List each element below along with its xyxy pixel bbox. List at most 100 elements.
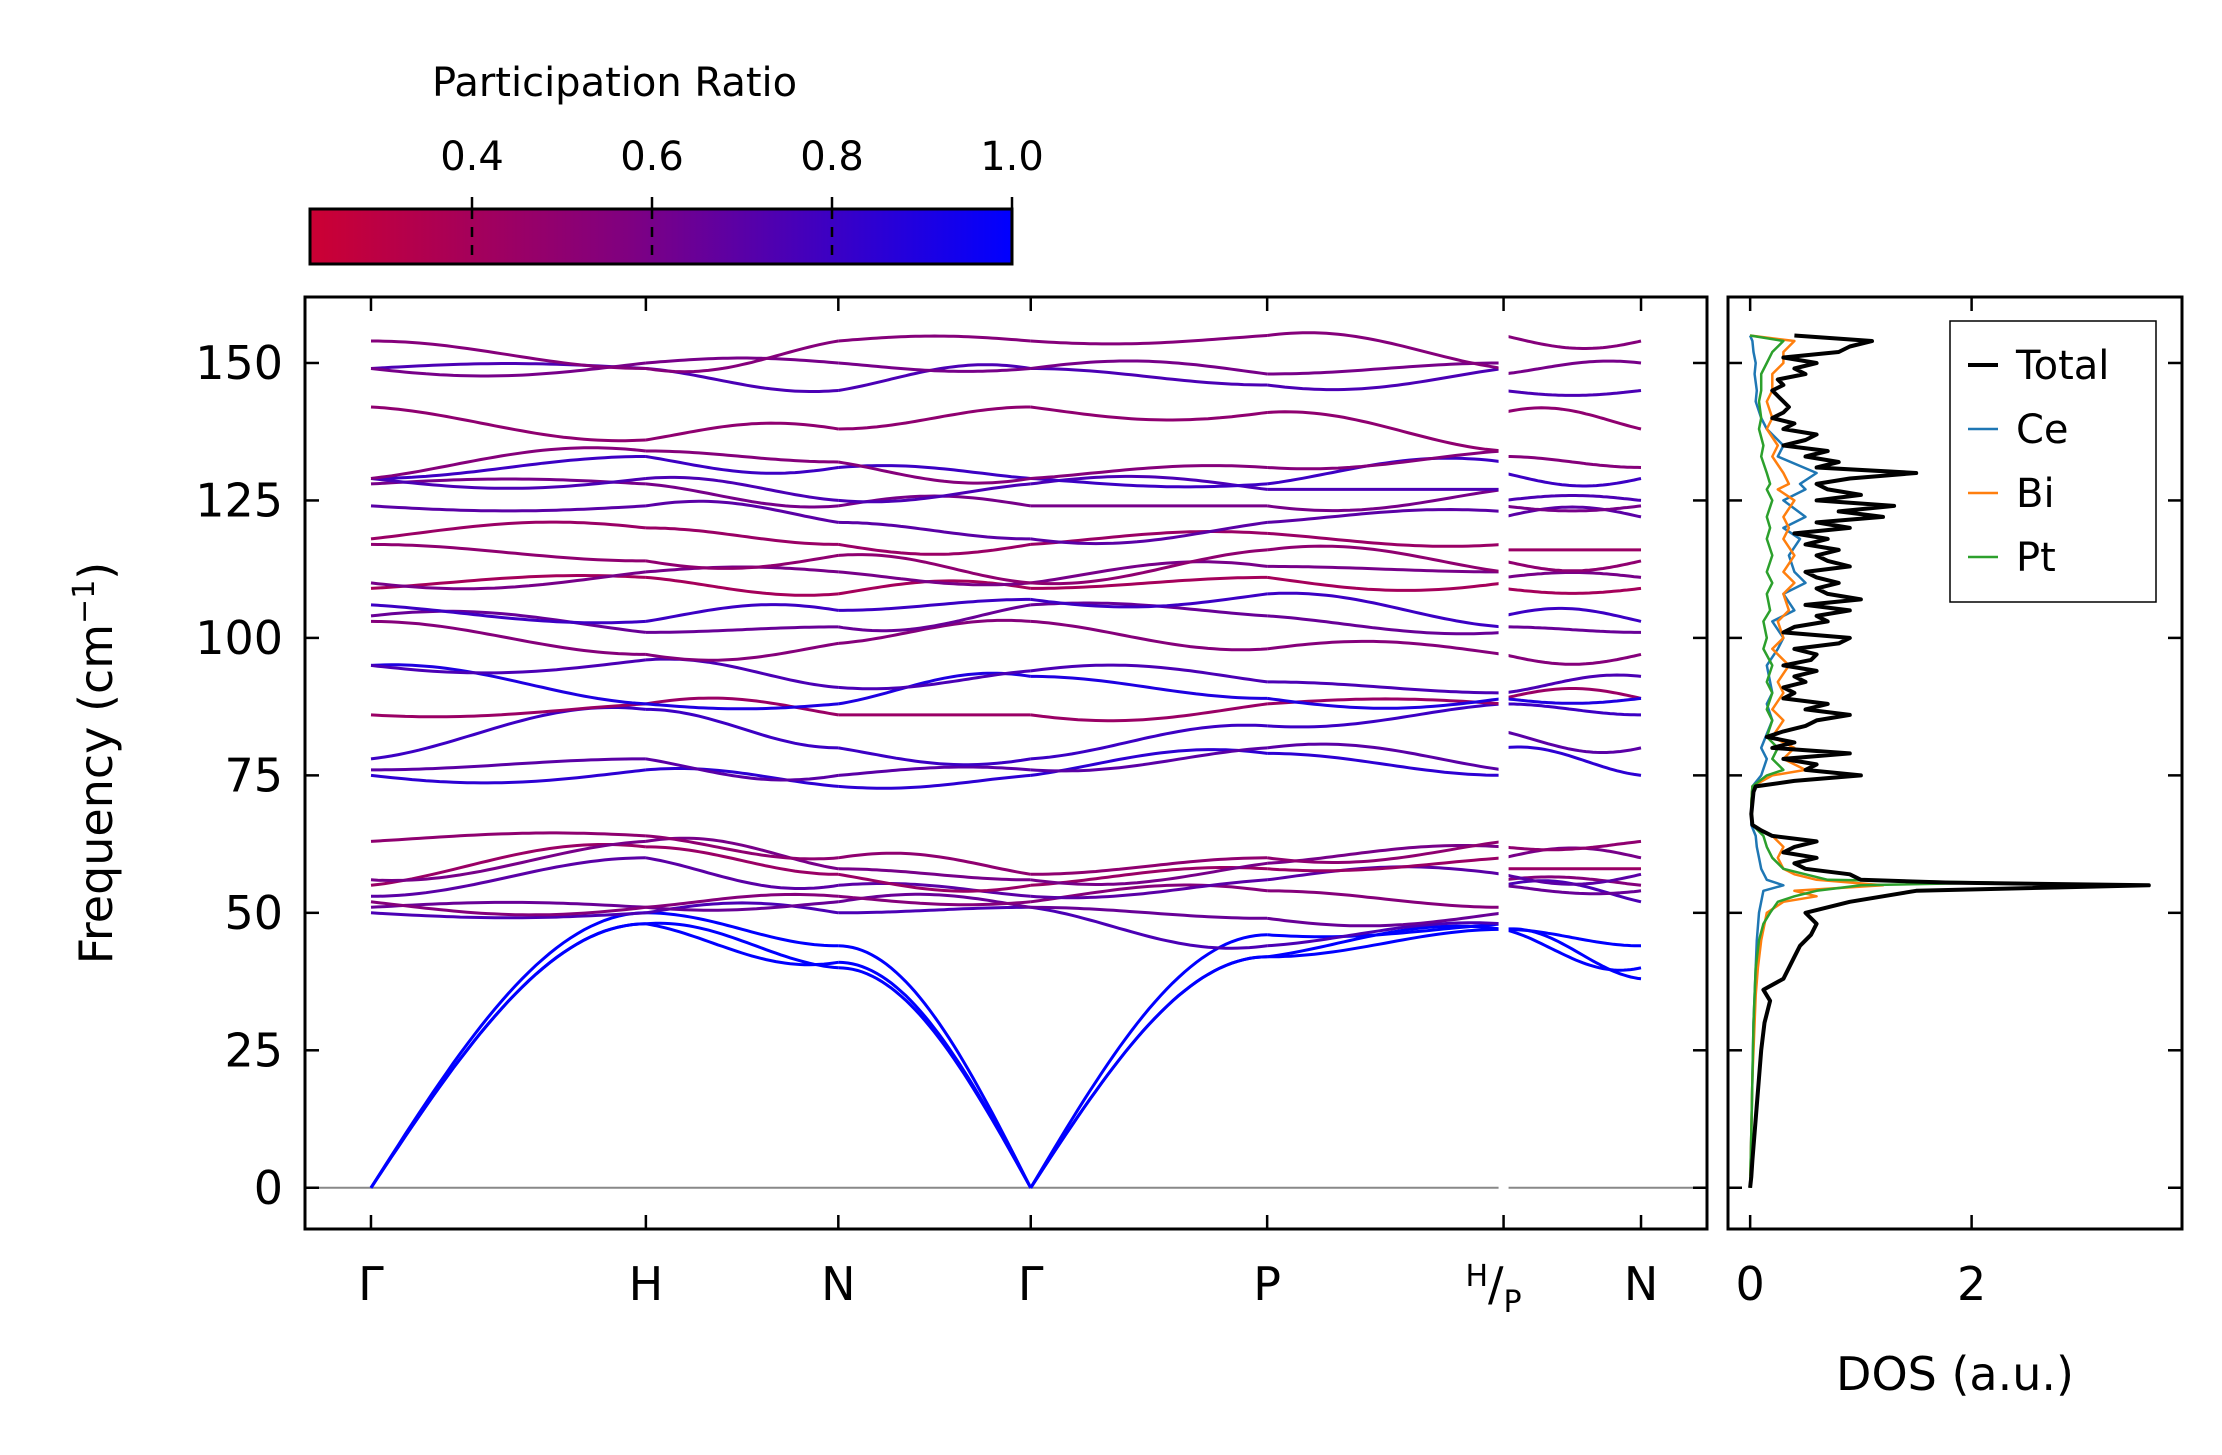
phonon-branch xyxy=(1030,746,1268,773)
phonon-branch xyxy=(1030,474,1268,491)
phonon-branch xyxy=(645,421,839,442)
x-tick-label: Γ xyxy=(1018,1257,1044,1311)
dos-series-pt xyxy=(1748,334,1996,1188)
y-tick-label: 50 xyxy=(224,886,283,940)
phonon-branch xyxy=(645,702,839,711)
phonon-branch xyxy=(1030,520,1268,546)
phonon-branch xyxy=(370,911,646,920)
dos-x-tick-label: 2 xyxy=(1957,1257,1986,1311)
phonon-branch xyxy=(1267,889,1504,909)
phonon-branch xyxy=(838,460,1031,485)
phonon-branch xyxy=(838,746,1031,767)
phonon-branch xyxy=(1503,652,1642,666)
phonon-branch xyxy=(645,892,839,909)
phonon-branch xyxy=(1267,367,1504,392)
phonon-branch xyxy=(645,696,839,717)
phonon-branch xyxy=(1030,560,1268,585)
colorbar-ticks: 0.4 0.6 0.8 1.0 xyxy=(440,134,1044,264)
phonon-branch xyxy=(838,603,1031,633)
phonon-branch xyxy=(1030,905,1268,920)
phonon-branch xyxy=(1267,856,1504,873)
phonon-branch xyxy=(1030,702,1268,723)
phonon-branch xyxy=(1503,494,1642,502)
dos-series-bi xyxy=(1748,334,1885,1188)
phonon-branch xyxy=(369,911,646,1189)
phonon-branch xyxy=(1030,464,1268,480)
phonon-branch xyxy=(838,960,1033,1189)
phonon-branch xyxy=(370,900,647,917)
phonon-branch xyxy=(370,603,646,625)
phonon-branch xyxy=(838,944,1033,1189)
phonon-branch xyxy=(1030,477,1268,489)
phonon-branch xyxy=(1030,723,1268,761)
phonon-branch xyxy=(370,477,647,490)
colorbar-tick-label: 0.4 xyxy=(440,134,504,180)
x-tick-label: H/P xyxy=(1465,1257,1521,1320)
phonon-branch xyxy=(1503,359,1642,376)
phonon-branch xyxy=(1503,571,1642,579)
phonon-branch xyxy=(370,477,646,486)
phonon-branch xyxy=(645,757,839,782)
phonon-branch xyxy=(838,361,1031,373)
phonon-branch xyxy=(838,867,1031,882)
phonon-branch xyxy=(1266,639,1504,656)
phonon-branch xyxy=(645,767,839,788)
phonon-branch xyxy=(645,482,839,509)
phonon-branch xyxy=(1267,680,1504,695)
x-tick-label: H xyxy=(629,1257,664,1311)
phonon-branch xyxy=(838,334,1031,343)
phonon-branch xyxy=(645,603,839,623)
phonon-branch xyxy=(1030,878,1268,900)
dos-series-total xyxy=(1748,333,2151,1189)
phonon-branch xyxy=(1503,883,1642,896)
phonon-branch xyxy=(1029,933,1268,1189)
y-tick-label: 25 xyxy=(224,1023,283,1077)
phonon-branch xyxy=(1267,844,1504,865)
phonon-branch xyxy=(1029,955,1268,1189)
colorbar-tick-label: 1.0 xyxy=(980,134,1044,180)
phonon-branch xyxy=(1503,389,1642,397)
colorbar: Participation Ratio 0.4 0.6 0.8 1.0 xyxy=(308,60,1044,266)
phonon-branch xyxy=(1503,559,1642,573)
phonon-branch xyxy=(1267,702,1504,729)
phonon-branch xyxy=(370,839,646,883)
phonon-branch xyxy=(645,911,839,948)
phonon-branch xyxy=(370,570,647,591)
phonon-branch xyxy=(645,475,839,502)
colorbar-tick-label: 0.8 xyxy=(800,134,864,180)
phonon-branch xyxy=(370,768,647,785)
band-axes-frame xyxy=(303,295,1709,1231)
legend-entries: Total Ce Bi Pt xyxy=(1968,343,2109,581)
phonon-branch xyxy=(370,405,646,443)
x-tick-label: N xyxy=(821,1257,855,1311)
phonon-branch xyxy=(838,597,1031,612)
phonon-branch xyxy=(838,520,1031,541)
phonon-branch xyxy=(1267,564,1504,574)
phonon-branch xyxy=(1030,674,1268,700)
phonon-branch xyxy=(838,881,1031,898)
phonon-branch xyxy=(838,618,1031,645)
phonon-branch xyxy=(1267,751,1504,777)
phonon-branch xyxy=(645,856,839,890)
phonon-branch xyxy=(1267,531,1504,548)
phonon-branch xyxy=(1266,742,1504,772)
phonon-branch xyxy=(1267,507,1504,524)
phonon-branch xyxy=(838,905,1031,915)
phonon-branch xyxy=(1503,586,1642,595)
band-ticks: 0 25 50 75 100 125 150 Γ H N Γ P H/P N xyxy=(195,297,1707,1320)
phonon-branch xyxy=(645,499,839,524)
phonon-branch xyxy=(1030,748,1268,777)
phonon-branch xyxy=(1030,530,1268,546)
phonon-branch xyxy=(645,455,839,475)
phonon-branch xyxy=(838,482,1031,504)
phonon-branch xyxy=(1267,449,1504,471)
phonon-branch xyxy=(1266,839,1504,864)
phonon-branch xyxy=(1503,687,1642,700)
y-tick-label: 125 xyxy=(195,473,283,527)
phonon-branch xyxy=(370,702,646,719)
phonon-branch xyxy=(370,663,647,706)
phonon-branch xyxy=(1267,361,1504,376)
phonon-branch xyxy=(1267,927,1504,959)
